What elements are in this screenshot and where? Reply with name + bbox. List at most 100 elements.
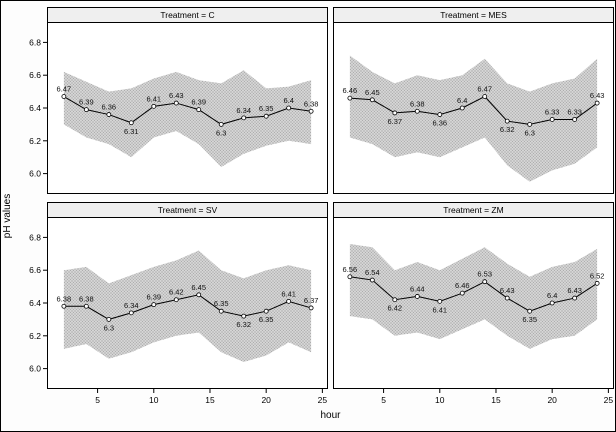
data-point	[196, 292, 202, 298]
x-tick-label: 15	[491, 395, 501, 405]
mean-line	[349, 95, 598, 125]
point-value-label: 6.32	[236, 320, 251, 329]
data-point	[572, 117, 578, 122]
y-axis-label: pH values	[2, 193, 13, 239]
x-tick-label: 10	[149, 395, 159, 405]
data-point	[263, 308, 269, 314]
point-value-label: 6.31	[124, 127, 139, 136]
mean-line	[63, 96, 312, 125]
y-tick-label: 6.2	[29, 136, 41, 146]
data-point	[369, 97, 375, 103]
data-point	[308, 108, 314, 114]
data-point	[482, 279, 488, 285]
data-point	[151, 302, 157, 308]
point-value-label: 6.39	[79, 98, 94, 107]
data-point	[128, 310, 134, 316]
data-point	[347, 95, 353, 101]
data-point	[61, 94, 67, 99]
strip-treatment-mes: Treatment = MES	[333, 7, 614, 22]
facet-treatment-sv: Treatment = SV 6.38 6.38 6.3 6.34 6.39 6.42 6.…	[29, 202, 328, 405]
facet-treatment-c: Treatment = C 6.47 6.39 6.36 6.31 6.41 6.43 6.…	[29, 7, 328, 194]
facet-treatment-zm: Treatment = ZM 6.56 6.54 6.42 6.44 6.41 6.46 6…	[333, 202, 614, 405]
point-value-label: 6.35	[214, 299, 229, 308]
point-value-label: 6.53	[477, 270, 492, 279]
point-value-label: 6.41	[432, 305, 447, 314]
point-value-label: 6.38	[79, 294, 94, 303]
point-value-label: 6.43	[590, 91, 605, 100]
y-tick-label: 6.4	[29, 103, 41, 113]
point-value-label: 6.39	[191, 98, 206, 107]
point-value-label: 6.46	[343, 86, 358, 95]
data-point	[173, 100, 179, 106]
point-value-label: 6.44	[410, 284, 425, 293]
y-tick-label: 6.0	[29, 169, 41, 179]
data-point	[369, 277, 375, 283]
data-point	[263, 113, 269, 119]
point-value-label: 6.43	[169, 91, 184, 100]
point-value-label: 6.32	[500, 125, 515, 134]
x-tick-label: 5	[95, 395, 100, 405]
facet-grid: Treatment = C 6.47 6.39 6.36 6.31 6.41 6.43 6.…	[29, 7, 614, 405]
panel-border	[47, 217, 328, 389]
data-point	[504, 118, 510, 124]
point-value-label: 6.52	[590, 271, 605, 280]
point-value-label: 6.38	[57, 294, 72, 303]
data-point	[482, 94, 488, 99]
data-point	[392, 297, 398, 303]
point-value-label: 6.35	[259, 104, 274, 113]
strip-treatment-zm: Treatment = ZM	[333, 202, 614, 217]
point-value-label: 6.47	[57, 85, 72, 94]
point-value-label: 6.35	[259, 315, 274, 324]
point-value-label: 6.46	[455, 281, 470, 290]
data-point	[241, 313, 247, 319]
point-value-label: 6.35	[522, 315, 537, 324]
confidence-band	[349, 55, 598, 182]
point-value-label: 6.33	[545, 107, 560, 116]
data-point	[106, 317, 112, 322]
panel-border	[47, 22, 328, 194]
y-tick-label: 6.8	[29, 232, 41, 242]
data-point	[549, 117, 555, 122]
data-point	[347, 274, 353, 280]
data-point	[527, 308, 533, 314]
point-value-label: 6.37	[388, 117, 403, 126]
point-value-label: 6.41	[146, 94, 161, 103]
point-value-label: 6.4	[283, 96, 293, 105]
data-point	[128, 120, 134, 126]
data-point	[173, 297, 179, 303]
data-point	[572, 295, 578, 301]
panel-treatment-c: 6.47 6.39 6.36 6.31 6.41 6.43 6.39 6.3 6.34 6.35 6…	[29, 22, 328, 194]
point-value-label: 6.42	[169, 288, 184, 297]
data-point	[106, 112, 112, 117]
data-point	[414, 108, 420, 114]
point-value-label: 6.45	[191, 283, 206, 292]
point-value-label: 6.56	[343, 265, 358, 274]
y-tick-label: 6.0	[29, 364, 41, 374]
strip-label: Treatment = MES	[440, 10, 507, 20]
confidence-band	[63, 250, 312, 363]
data-point	[594, 100, 600, 106]
y-tick-label: 6.6	[29, 265, 41, 275]
x-tick-label: 25	[318, 395, 328, 405]
point-value-label: 6.37	[304, 296, 319, 305]
data-point	[196, 107, 202, 113]
data-point	[504, 295, 510, 301]
confidence-band	[63, 70, 312, 168]
point-value-label: 6.42	[388, 304, 403, 313]
point-value-label: 6.43	[567, 286, 582, 295]
y-tick-label: 6.8	[29, 37, 41, 47]
point-value-label: 6.38	[410, 99, 425, 108]
point-value-label: 6.43	[500, 286, 515, 295]
x-tick-label: 25	[604, 395, 614, 405]
data-point	[218, 122, 224, 127]
data-point	[392, 110, 398, 116]
data-point	[241, 115, 247, 121]
x-tick-label: 20	[261, 395, 271, 405]
data-point	[437, 298, 443, 304]
x-tick-label: 15	[205, 395, 215, 405]
point-value-label: 6.4	[457, 96, 467, 105]
point-value-label: 6.36	[432, 119, 447, 128]
panel-border	[333, 217, 614, 389]
point-value-label: 6.34	[124, 301, 139, 310]
